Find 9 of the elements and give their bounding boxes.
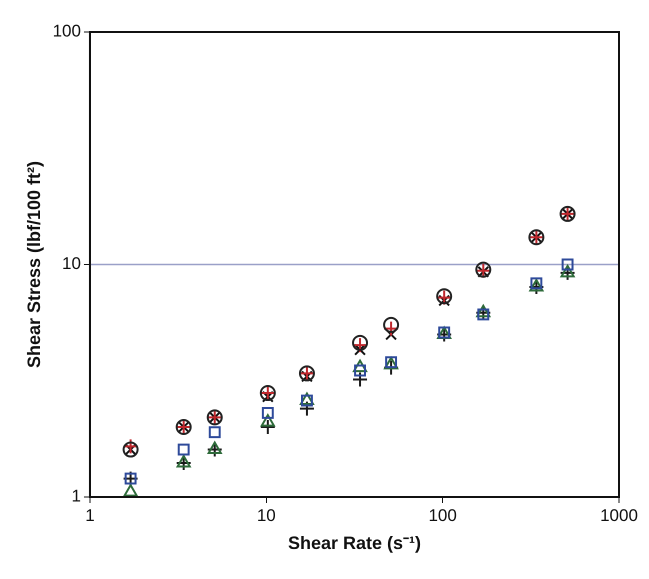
- x-tick-label: 1: [85, 506, 95, 525]
- x-tick-label: 10: [256, 506, 276, 525]
- y-tick-label: 10: [62, 254, 81, 274]
- y-tick-label: 1: [71, 486, 81, 506]
- x-tick-label: 100: [428, 506, 457, 525]
- y-axis-title: Shear Stress (lbf/100 ft²): [24, 160, 44, 368]
- x-axis-title: Shear Rate (s⁻¹): [288, 533, 422, 554]
- y-tick-label: 100: [52, 22, 81, 41]
- x-tick-label: 1000: [600, 506, 638, 525]
